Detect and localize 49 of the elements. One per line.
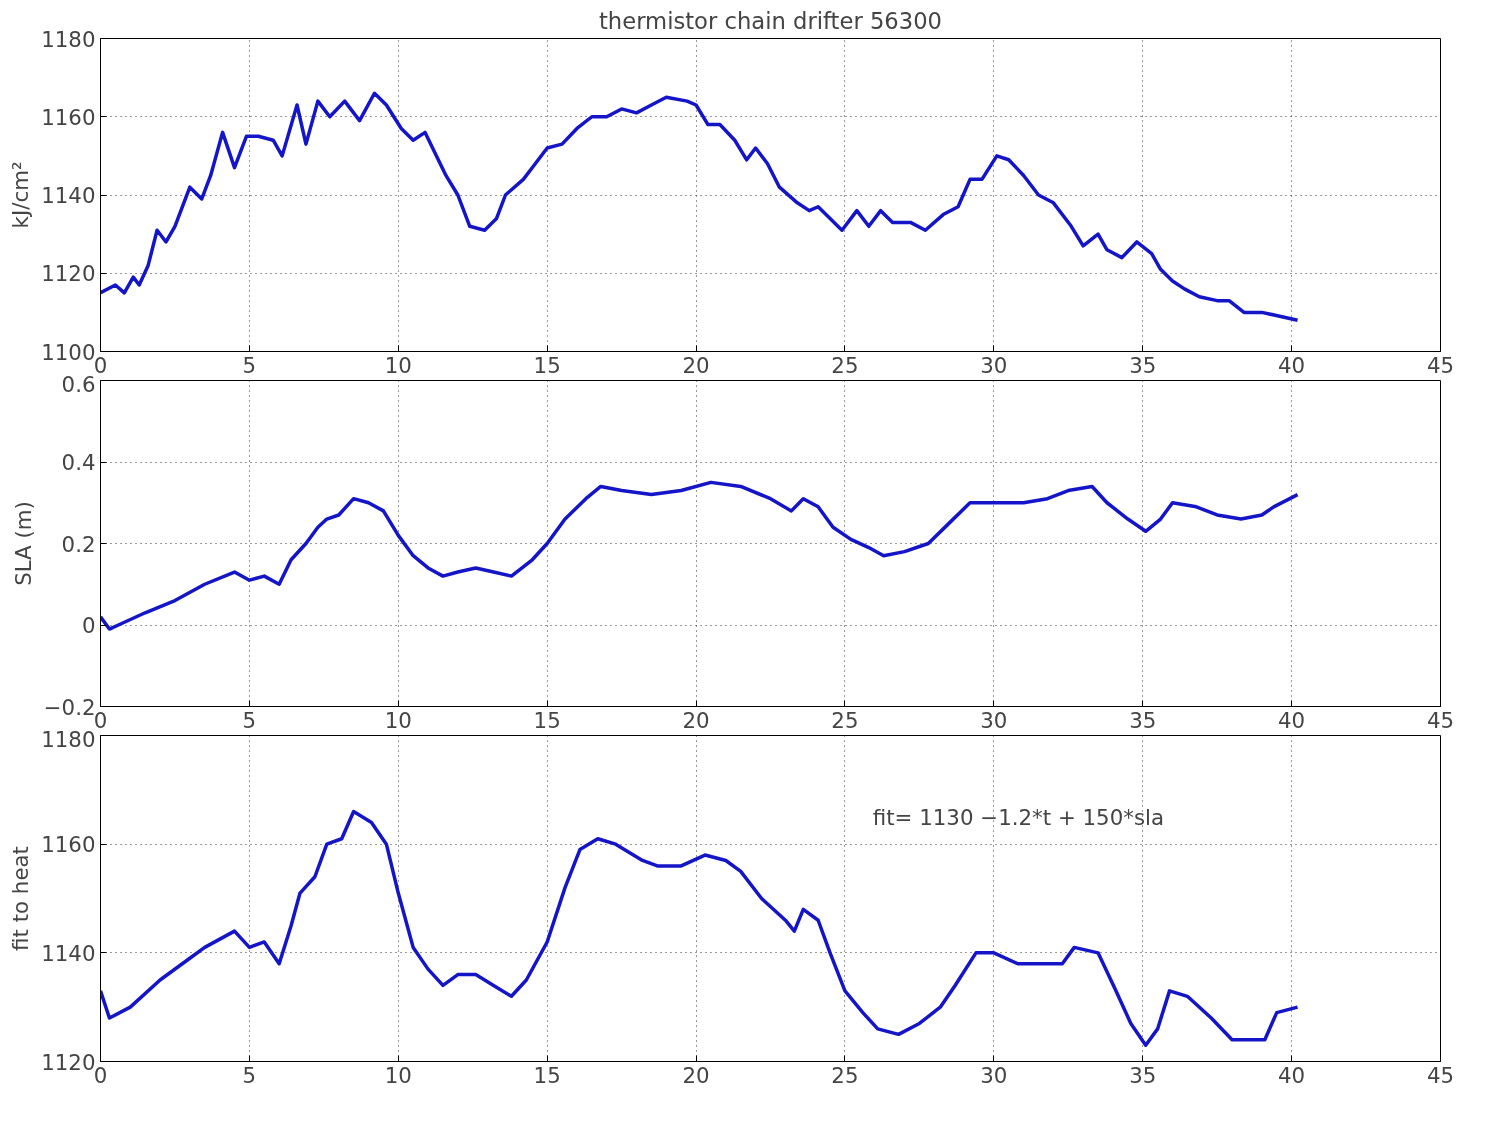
- line-series: [100, 480, 1300, 631]
- y-tick-label: 0.6: [61, 371, 96, 397]
- y-tick-label: 1120: [41, 261, 96, 287]
- x-tick-label: 25: [831, 707, 859, 733]
- x-tick-label: 25: [831, 1062, 859, 1088]
- x-tick-label: 10: [384, 1062, 412, 1088]
- x-tick-label: 40: [1278, 352, 1306, 378]
- x-tick-label: 5: [242, 707, 257, 733]
- x-tick-label: 45: [1426, 352, 1455, 378]
- y-tick-label: −0.2: [43, 694, 96, 720]
- x-tick-label: 30: [980, 352, 1008, 378]
- annotation: fit= 1130 −1.2*t + 150*sla: [872, 805, 1165, 831]
- line-series: [100, 809, 1300, 1047]
- y-axis-title: kJ/cm²: [8, 161, 34, 229]
- x-tick-label: 15: [533, 352, 561, 378]
- line-series: [100, 91, 1300, 322]
- y-tick-label: 1100: [41, 339, 96, 365]
- x-tick-label: 30: [980, 1062, 1008, 1088]
- y-tick-label: 1160: [41, 832, 96, 858]
- y-axis-title: SLA (m): [10, 501, 36, 586]
- x-tick-label: 20: [682, 707, 710, 733]
- y-tick-label: 1180: [41, 726, 96, 752]
- x-tick-label: 35: [1129, 352, 1157, 378]
- y-tick-label: 0.4: [61, 450, 96, 475]
- y-tick-label: 1140: [41, 940, 96, 966]
- chart-title: thermistor chain drifter 56300: [598, 7, 943, 34]
- x-tick-label: 15: [533, 707, 561, 733]
- x-tick-label: 35: [1129, 707, 1157, 733]
- x-tick-label: 40: [1278, 1062, 1306, 1088]
- y-tick-label: 1140: [41, 183, 96, 208]
- x-tick-label: 45: [1426, 707, 1455, 733]
- x-tick-label: 45: [1426, 1062, 1455, 1088]
- x-tick-label: 5: [242, 352, 257, 378]
- y-tick-label: 1160: [41, 104, 96, 130]
- y-tick-label: 0: [81, 613, 96, 638]
- y-tick-label: 1180: [41, 26, 96, 52]
- x-tick-label: 10: [384, 707, 412, 733]
- y-tick-label: 0.2: [61, 531, 96, 557]
- x-tick-label: 25: [831, 352, 859, 378]
- x-tick-label: 40: [1278, 707, 1306, 733]
- x-tick-label: 5: [242, 1062, 257, 1088]
- x-tick-label: 20: [682, 352, 710, 378]
- x-tick-label: 30: [980, 707, 1008, 733]
- x-tick-label: 20: [682, 1062, 710, 1088]
- x-tick-label: 15: [533, 1062, 561, 1088]
- y-tick-label: 1120: [41, 1049, 96, 1075]
- x-tick-label: 35: [1129, 1062, 1157, 1088]
- x-tick-label: 10: [384, 352, 412, 378]
- y-axis-title: fit to heat: [8, 846, 34, 951]
